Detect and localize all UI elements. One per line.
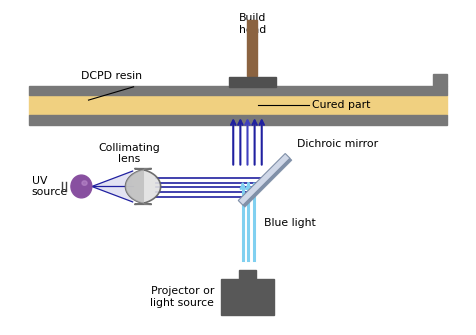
- Text: DCPD resin: DCPD resin: [81, 71, 142, 81]
- Polygon shape: [243, 158, 292, 207]
- Polygon shape: [238, 153, 290, 205]
- Text: UV
source: UV source: [31, 176, 68, 197]
- Ellipse shape: [82, 181, 87, 185]
- Polygon shape: [126, 169, 152, 204]
- Bar: [29, 115, 447, 125]
- Text: Build
head: Build head: [238, 13, 266, 35]
- Bar: [228, 77, 276, 87]
- Bar: [247, 20, 258, 76]
- Bar: [433, 74, 447, 86]
- Polygon shape: [92, 171, 133, 202]
- Text: Blue light: Blue light: [264, 218, 316, 228]
- Bar: [239, 270, 256, 279]
- Bar: [29, 95, 447, 115]
- Text: Dichroic mirror: Dichroic mirror: [297, 139, 378, 149]
- Ellipse shape: [71, 175, 92, 198]
- Text: Projector or
light source: Projector or light source: [150, 286, 214, 308]
- Text: Collimating
lens: Collimating lens: [98, 143, 160, 164]
- Bar: [221, 279, 274, 315]
- Polygon shape: [126, 169, 160, 204]
- Text: Cured part: Cured part: [312, 100, 370, 110]
- Bar: [29, 86, 447, 95]
